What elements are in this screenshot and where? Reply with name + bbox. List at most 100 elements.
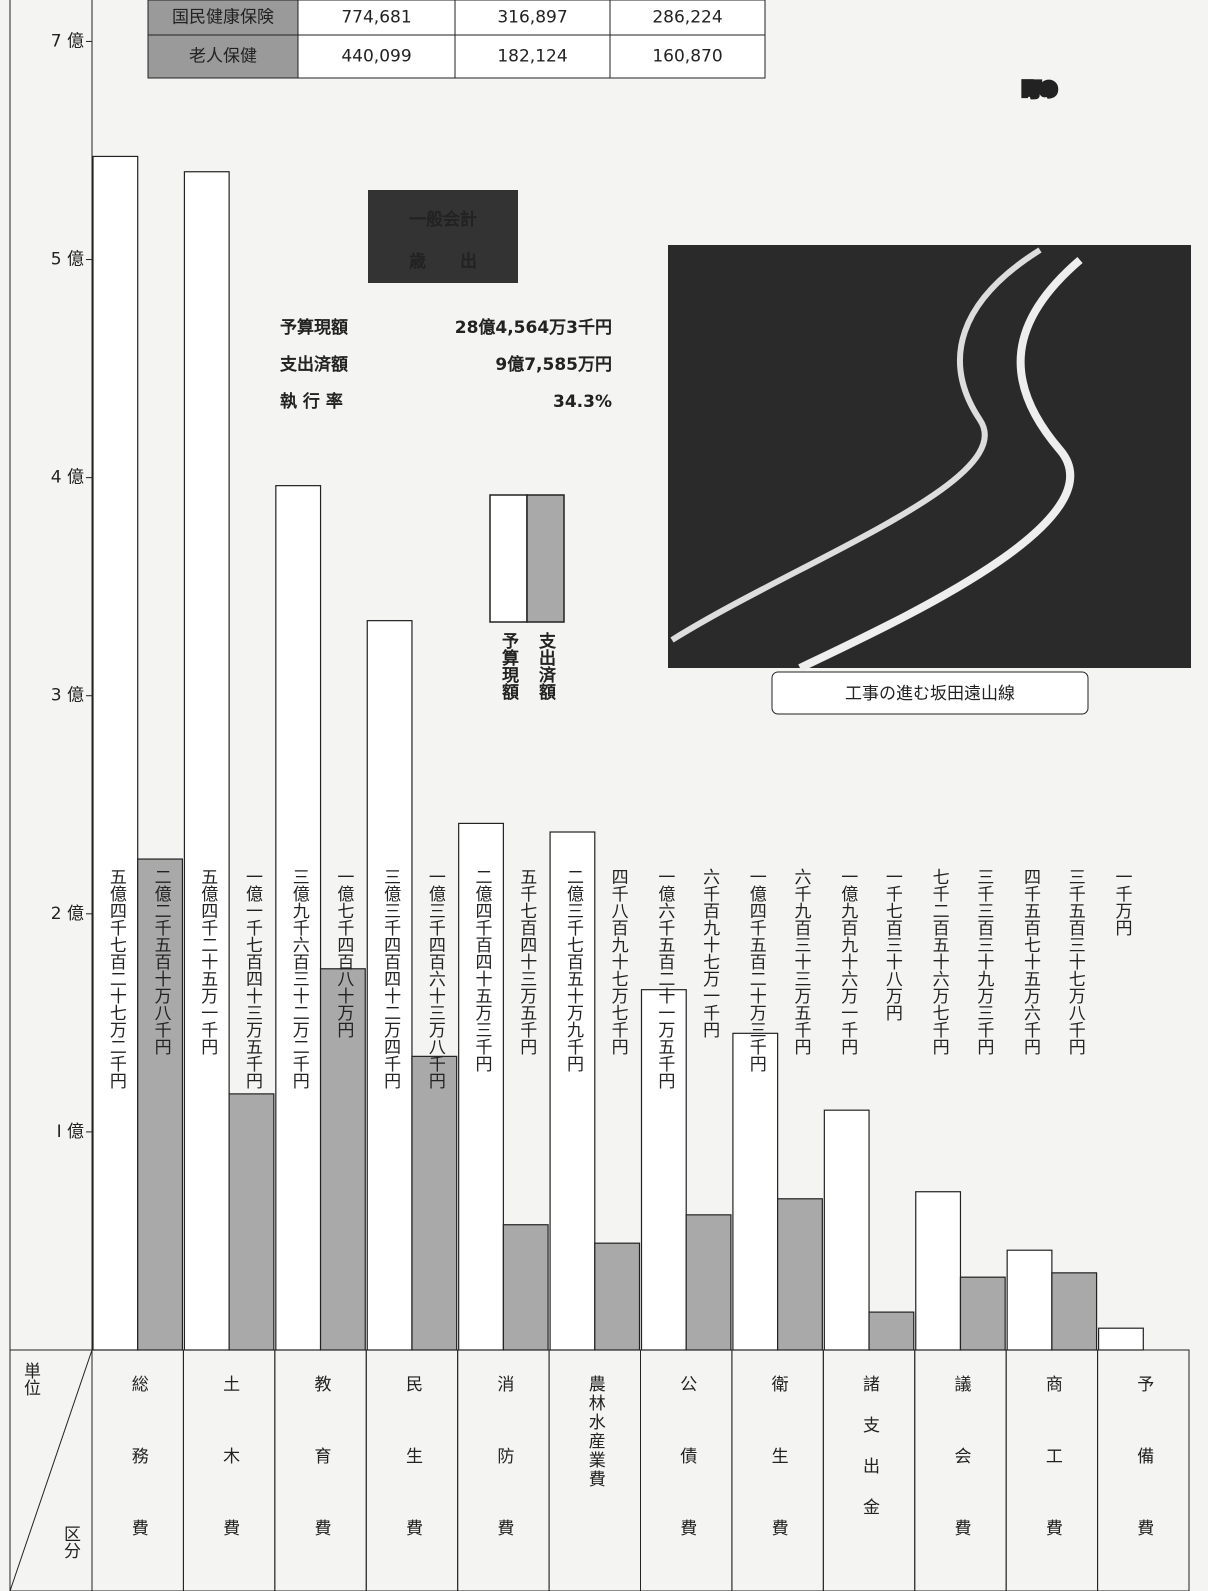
bar (502, 1224, 549, 1351)
summary-value: 34.3% (553, 392, 612, 412)
bar (732, 1032, 779, 1351)
bar (275, 485, 322, 1351)
value-label v: 五億四千二十五万一千円 (197, 868, 218, 1056)
value-label v: 二億四千百四十五万三千円 (472, 868, 493, 1073)
category-label: 商工費 (1042, 1375, 1063, 1591)
y-tick-label: 5 億 (51, 250, 84, 270)
table-cell (454, 34, 611, 79)
value-label v: 一億七千四百八十万円 (333, 868, 354, 1039)
legend-label: 予算現額 (498, 632, 520, 701)
bar (319, 968, 366, 1351)
value-label v: 三億九千六百三十二万二千円 (289, 868, 310, 1090)
bar (411, 1055, 458, 1351)
category-label: 議会費 (950, 1375, 971, 1591)
category-label: 農林水産業費 (585, 1375, 606, 1489)
bar (92, 155, 139, 1351)
road-line (798, 256, 1083, 672)
table-text: 286,224 (652, 8, 722, 28)
header-title: 町の (1023, 80, 1057, 100)
section-title-box (368, 190, 518, 283)
axis-header-unit: 単位 (20, 1362, 41, 1396)
value-label v: 七千二百五十六万七千円 (929, 868, 950, 1056)
bar (458, 822, 504, 1351)
section-title: 歳 出 (409, 251, 477, 272)
section-title: 一般会計 (409, 209, 477, 230)
value-label v: 二億二千五百十万八千円 (151, 868, 172, 1056)
value-label v: 三千三百三十九万三千円 (973, 868, 994, 1056)
axis-header-division: 区分 (60, 1525, 81, 1559)
bar (594, 1242, 641, 1351)
axis-header-cell (9, 1349, 93, 1591)
value-label v: 一千万円 (1111, 868, 1132, 937)
axis-header-diagonal (9, 1349, 93, 1591)
table-cell (147, 0, 299, 36)
y-tick-label: 3 億 (51, 686, 84, 706)
summary-value: 9億7,585万円 (495, 354, 612, 375)
category-label: 公債費 (676, 1375, 697, 1591)
legend-label: 支出済額 (535, 631, 557, 701)
caption-box (771, 671, 1089, 715)
value-label v: 六千百九十七万一千円 (699, 868, 720, 1039)
value-label v: 三千五百三十七万八千円 (1065, 868, 1086, 1056)
value-label v: 一億六千五百二十一万五千円 (654, 868, 675, 1090)
category-label: 予備費 (1133, 1375, 1154, 1591)
road-line (670, 247, 1042, 643)
value-label v: 一千七百三十八万円 (882, 868, 903, 1022)
summary-label: 支出済額 (280, 354, 348, 375)
bar (1006, 1249, 1053, 1351)
category-cell (1097, 1349, 1190, 1591)
table-text: 440,099 (341, 47, 411, 67)
table-text: 774,681 (341, 8, 411, 28)
summary-label: 予算現額 (280, 317, 348, 338)
category-label: 民生費 (402, 1375, 423, 1591)
bar (137, 858, 184, 1351)
bar (777, 1198, 823, 1351)
photo (668, 245, 1191, 668)
category-label: 衛生費 (768, 1375, 789, 1591)
legend-swatch (489, 494, 528, 623)
value-label v: 一億一千七百四十三万五千円 (242, 868, 263, 1090)
bar (868, 1311, 915, 1351)
value-label v: 六千九百三十三万五千円 (790, 868, 811, 1056)
bar (549, 831, 596, 1351)
bar (1097, 1327, 1144, 1351)
bar (915, 1191, 962, 1351)
category-label: 教育費 (311, 1375, 332, 1591)
category-label: 土木費 (219, 1375, 240, 1591)
y-tick-label: 7 億 (51, 31, 84, 51)
table-cell (609, 34, 766, 79)
y-tick-label: 4 億 (51, 468, 84, 488)
table-text: 160,870 (652, 47, 722, 67)
bar (685, 1214, 732, 1351)
y-tick-label: 2 億 (51, 904, 84, 924)
category-label: 消防費 (493, 1375, 514, 1591)
photo-caption: 工事の進む坂田遠山線 (845, 684, 1015, 704)
table-text: 老人保健 (189, 47, 257, 67)
table-cell (297, 34, 456, 79)
legend-swatch (526, 494, 565, 623)
value-label v: 一億三千四百六十三万八千円 (425, 868, 446, 1090)
value-label v: 二億三千七百五十万九千円 (563, 868, 584, 1073)
table-cell (454, 0, 611, 36)
bar (228, 1093, 275, 1351)
table-cell (297, 0, 456, 36)
bar (183, 171, 230, 1351)
table-cell (147, 34, 299, 79)
value-label v: 一億九百九十六万一千円 (837, 868, 858, 1056)
top-table: 国民健康保険 774,681 316,897 286,224 老人保健 440,099 18… (147, 0, 766, 79)
table-text: 182,124 (497, 47, 567, 67)
category-label: 諸支出金 (859, 1375, 880, 1539)
table-text: 316,897 (497, 8, 567, 28)
value-label v: 三億三千四百四十二万四千円 (380, 868, 401, 1090)
value-label v: 四千五百七十五万六千円 (1020, 868, 1041, 1056)
value-label v: 一億四千五百二十万三千円 (746, 868, 767, 1073)
value-label v: 四千八百九十七万七千円 (608, 868, 629, 1056)
summary-value: 28億4,564万3千円 (455, 317, 612, 338)
table-text: 国民健康保険 (172, 8, 274, 28)
bar (640, 989, 687, 1351)
summary-label: 執 行 率 (280, 391, 343, 412)
table-cell (609, 0, 766, 36)
